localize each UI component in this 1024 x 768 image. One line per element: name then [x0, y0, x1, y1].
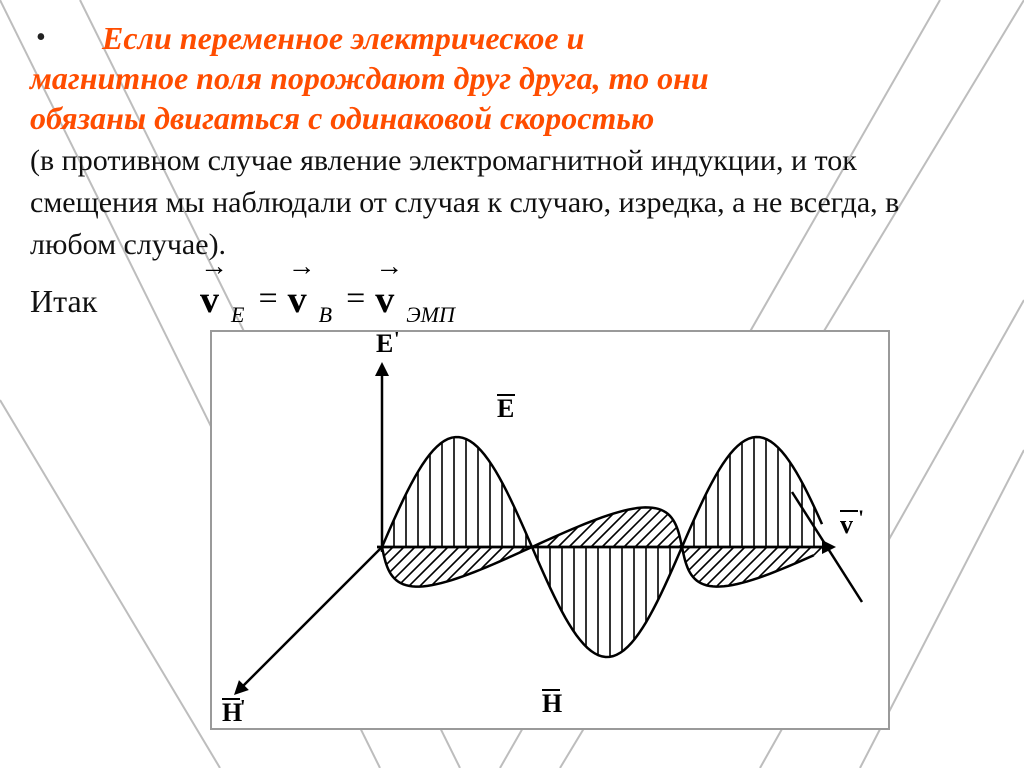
sub-EMP: ЭМП [406, 302, 455, 328]
svg-text:E: E [497, 394, 514, 423]
svg-text:H: H [542, 689, 562, 718]
arrow-icon: → [375, 262, 394, 272]
heading-text-1: Если переменное электрическое и [102, 20, 584, 56]
body-line-1: (в противном случае явление электромагни… [30, 142, 994, 180]
body-line-2: смещения мы наблюдали от случая к случаю… [30, 184, 994, 222]
heading-line-2: магнитное поля порождают друг друга, то … [30, 58, 994, 98]
bullet-dot: • [30, 18, 70, 58]
arrow-icon: → [200, 262, 219, 272]
v-vector-B: → v [288, 278, 307, 322]
svg-text:v: v [840, 510, 853, 539]
svg-text:E: E [376, 332, 393, 358]
svg-text:': ' [394, 332, 400, 350]
heading-line-3: обязаны двигаться с одинаковой скоростью [30, 98, 994, 138]
sub-E: E [231, 302, 244, 328]
v-vector-E: → v [200, 278, 219, 322]
equals-1: = [258, 280, 277, 318]
velocity-equation: → v E = → v B = → v ЭМП [200, 278, 459, 322]
sub-B: B [319, 302, 332, 328]
equals-2: = [346, 280, 365, 318]
arrow-icon: → [288, 262, 307, 272]
bullet-heading-row: • Если переменное электрическое и [30, 18, 994, 58]
heading-line-1: Если переменное электрическое и [70, 18, 584, 58]
itak-label: Итак [30, 283, 200, 320]
wave-diagram: v'E'H'EH [210, 330, 890, 730]
v-vector-EMP: → v [375, 278, 394, 322]
svg-text:': ' [858, 505, 864, 530]
slide-content: • Если переменное электрическое и магнит… [0, 0, 1024, 730]
equation-row: Итак → v E = → v B = → v ЭМП [30, 278, 994, 322]
body-line-3: любом случае). [30, 226, 994, 264]
svg-text:': ' [240, 696, 246, 718]
